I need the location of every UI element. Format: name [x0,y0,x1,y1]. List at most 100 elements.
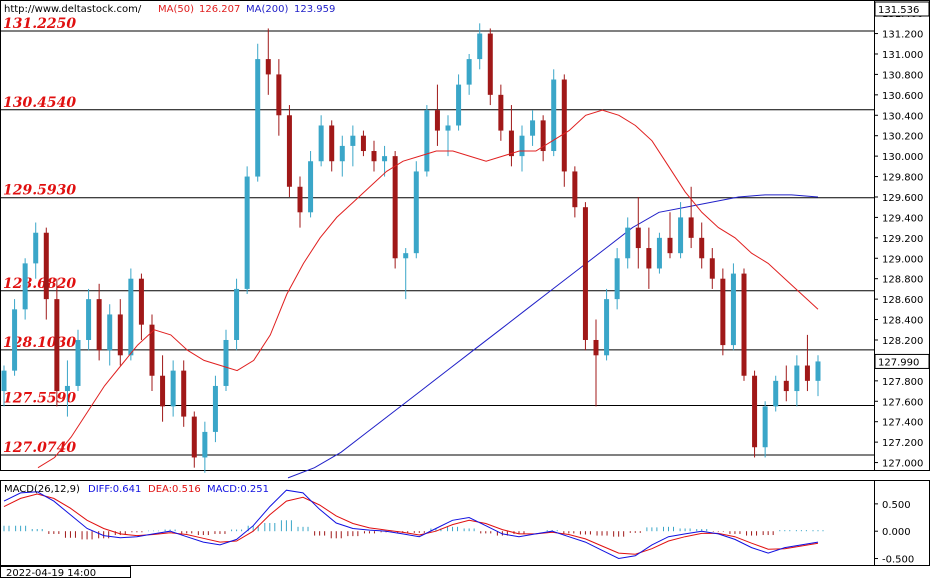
level-label: 128.6820 [3,276,76,292]
candle-body [752,375,758,448]
candle-body [487,33,493,95]
candle-body [656,237,662,269]
candle-body [582,207,588,340]
candle-body [22,263,28,310]
price-tick-label: 129.200 [882,234,923,245]
candle-body [773,380,779,407]
candle-body [783,380,789,392]
level-label: 129.5930 [3,183,76,199]
candle-body [445,125,451,131]
candle-body [519,135,525,157]
candle-body [667,237,673,254]
candle-body [181,370,187,417]
candle-body [360,135,366,152]
macd-panel [0,480,875,566]
level-label: 131.2250 [3,16,76,32]
candle-body [160,375,166,407]
candle-body [234,288,240,340]
candle-body [255,59,261,177]
price-axis-panel [874,0,930,471]
candle-body [350,135,356,146]
candle-body [625,227,631,259]
candle-body [212,385,218,432]
candle-body [202,431,208,458]
candle-body [86,299,92,340]
price-tick-label: 128.400 [882,316,923,327]
candle-body [688,217,694,238]
level-label: 130.4540 [3,95,76,111]
candle-body [804,365,810,381]
candle-body [530,120,536,136]
dea-line [3,493,819,555]
candle-body [392,156,398,259]
candle-body [223,339,229,386]
candle-body [138,278,144,325]
candle-body [413,171,419,254]
macd-diff: DIFF:0.641 [88,484,141,495]
current-price-box [874,353,930,369]
macd-tick-label: 0.500 [882,500,911,511]
price-tick-label: 131.200 [882,30,923,41]
candle-body [149,324,155,376]
candle-body [678,217,684,254]
candle-body [308,161,314,213]
candle-body [64,385,70,392]
price-tick-label: 127.400 [882,418,923,429]
price-tick-label: 131.000 [882,50,923,61]
price-tick-label: 127.600 [882,397,923,408]
candle-body [33,232,39,264]
diff-line [3,489,819,560]
price-tick-label: 130.800 [882,70,923,81]
candle-body [635,227,641,249]
candle-body [699,237,705,259]
price-tick-label: 127.000 [882,459,923,470]
macd-dea: DEA:0.516 [148,484,201,495]
last-price-box [874,1,930,17]
level-label: 127.5590 [3,390,76,406]
macd-axis-panel [874,480,930,566]
price-tick-label: 128.800 [882,275,923,286]
ma200-line [287,194,819,479]
candle-body [572,171,578,208]
price-tick-label: 130.200 [882,132,923,143]
candle-body [244,176,250,289]
candle-body [371,151,377,162]
ma50-label: MA(50) [158,4,194,15]
candle-body [720,278,726,346]
candle-body [107,314,113,351]
candle-body [265,59,271,75]
candle-body [170,370,176,407]
timestamp: 2022-04-19 14:00 [6,568,96,578]
candle-body [434,110,440,131]
candle-body [456,84,462,126]
ma200-value: 123.959 [294,4,335,15]
site-url: http://www.deltastock.com/ [4,4,142,15]
candle-body [54,299,60,392]
candle-body [551,79,557,152]
candle-body [762,406,768,448]
candle-body [128,278,134,356]
candle-body [730,273,736,346]
candle-body [318,125,324,162]
candle-body [117,314,123,356]
candle-body [540,120,546,152]
candle-body [329,125,335,162]
level-label: 127.0740 [3,440,76,456]
candle-body [424,110,430,172]
candle-body [646,248,652,269]
candle-body [382,156,388,162]
candle-body [339,145,345,162]
price-tick-label: 128.200 [882,336,923,347]
macd-value: MACD:0.251 [207,484,269,495]
price-tick-label: 130.000 [882,152,923,163]
ma50-value: 126.207 [199,4,240,15]
macd-tick-label: 0.000 [882,527,911,538]
price-tick-label: 129.800 [882,173,923,184]
candle-body [403,253,409,259]
main-chart-panel [0,0,875,471]
candle-body [12,309,18,371]
candle-body [191,416,197,458]
last-price: 131.536 [878,5,919,16]
candle-body [43,232,49,300]
